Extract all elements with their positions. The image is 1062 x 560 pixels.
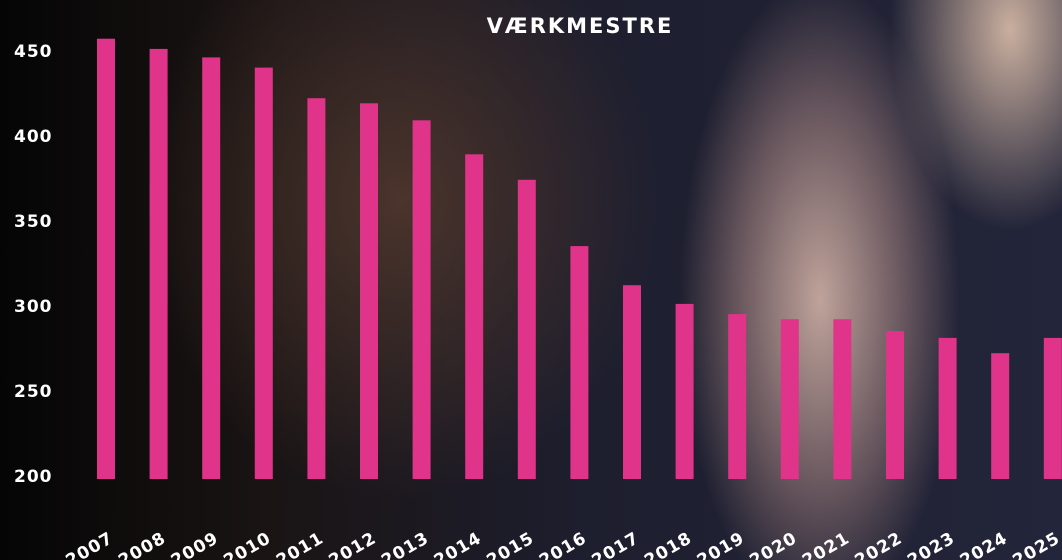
bar [728, 314, 746, 479]
x-tick-label: 2012 [326, 528, 380, 560]
chart-title: VÆRKMESTRE [487, 14, 674, 38]
x-tick-label: 2018 [641, 528, 695, 560]
x-tick-label: 2023 [904, 528, 958, 560]
bar [518, 180, 536, 479]
y-tick-label: 300 [14, 297, 53, 317]
bar [991, 353, 1009, 479]
bar [939, 338, 957, 479]
x-tick-label: 2016 [536, 528, 590, 560]
bar [676, 304, 694, 479]
x-tick-label: 2008 [115, 528, 169, 560]
y-tick-label: 250 [14, 382, 53, 402]
bar [623, 285, 641, 479]
x-tick-label: 2025 [1009, 528, 1062, 560]
x-tick-label: 2021 [799, 528, 853, 560]
bar [202, 57, 220, 479]
y-tick-label: 350 [14, 212, 53, 232]
x-tick-label: 2017 [589, 528, 643, 560]
bar [255, 68, 273, 479]
bar [465, 154, 483, 479]
x-tick-label: 2009 [168, 528, 222, 560]
x-tick-label: 2014 [431, 528, 485, 560]
x-tick-label: 2013 [378, 528, 432, 560]
x-tick-label: 2015 [483, 528, 537, 560]
x-tick-label: 2007 [63, 528, 117, 560]
bar [833, 319, 851, 479]
bar [97, 39, 115, 479]
x-tick-label: 2019 [694, 528, 748, 560]
bar [360, 103, 378, 479]
y-tick-label: 400 [14, 127, 53, 147]
x-tick-label: 2011 [273, 528, 327, 560]
bar [307, 98, 325, 479]
bar [1044, 338, 1062, 479]
x-tick-label: 2024 [957, 528, 1011, 560]
x-tick-label: 2010 [220, 528, 274, 560]
bar [413, 120, 431, 479]
y-tick-label: 450 [14, 42, 53, 62]
chart: VÆRKMESTRE 200 250 300 350 400 450 20072008200… [0, 0, 1062, 560]
x-tick-label: 2020 [746, 528, 800, 560]
y-tick-label: 200 [14, 467, 53, 487]
chart-background: VÆRKMESTRE 200 250 300 350 400 450 20072008200… [0, 0, 1062, 560]
bar [570, 246, 588, 479]
x-tick-label: 2022 [852, 528, 906, 560]
bar [781, 319, 799, 479]
bar [150, 49, 168, 479]
bar [886, 331, 904, 479]
